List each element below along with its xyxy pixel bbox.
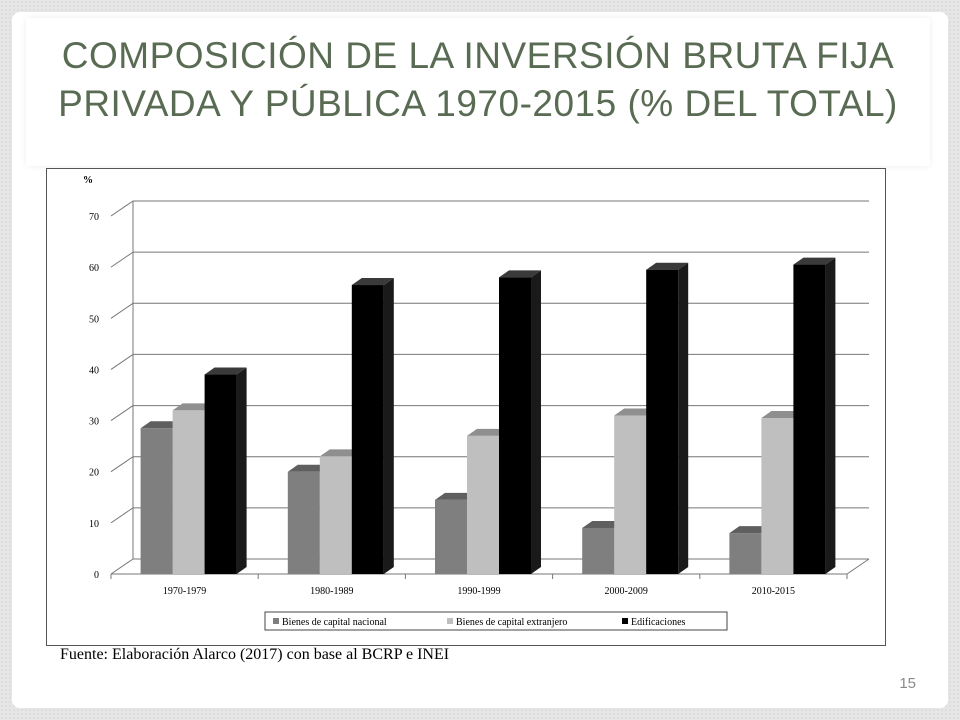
legend-label: Bienes de capital extranjero: [456, 617, 567, 628]
bar-top: [435, 492, 477, 500]
legend-label: Edificaciones: [631, 617, 686, 628]
gridline-depth: [110, 200, 134, 217]
bar: [467, 435, 499, 574]
bar: [319, 456, 352, 574]
legend-swatch: [622, 618, 628, 624]
gridline-depth: [110, 405, 134, 421]
bar-top: [499, 270, 541, 278]
gridline-depth: [110, 507, 134, 524]
x-tick-label: 2000-2009: [605, 586, 648, 597]
gridline-depth: [110, 251, 134, 268]
bar: [646, 269, 679, 574]
y-axis-label: %: [83, 175, 93, 186]
bar: [614, 415, 647, 574]
y-tick-label: 10: [89, 519, 99, 530]
bar: [140, 428, 173, 574]
chart-container: 0 10 20 30 40 50 60 70% 1970-1979 1980-1989 1990-1…: [46, 168, 886, 646]
gridline-depth: [110, 354, 134, 370]
bar-top: [614, 408, 657, 416]
bar: [729, 533, 762, 574]
bar-side: [531, 270, 541, 574]
bar-side: [825, 257, 836, 574]
title-band: COMPOSICIÓN DE LA INVERSIÓN BRUTA FIJA P…: [26, 18, 930, 166]
x-tick-label: 1970-1979: [163, 586, 206, 597]
bar: [761, 418, 794, 574]
bar: [204, 374, 237, 574]
y-tick-label: 60: [89, 263, 99, 274]
bar-top: [351, 278, 394, 286]
source-note: Fuente: Elaboración Alarco (2017) con ba…: [60, 646, 450, 663]
gridline-depth: [110, 456, 134, 473]
bar: [793, 264, 826, 574]
bar-top: [729, 526, 772, 534]
x-tick-label: 1990-1999: [457, 586, 500, 597]
bar-side: [383, 278, 394, 574]
bar: [287, 471, 320, 574]
x-tick-label: 2010-2015: [752, 586, 795, 597]
bar-top: [319, 449, 362, 457]
y-tick-label: 50: [89, 314, 99, 325]
bar-top: [646, 262, 689, 270]
floor-right-edge: [846, 558, 870, 575]
bar-top: [761, 411, 804, 419]
y-tick-label: 40: [89, 365, 99, 376]
bar-top: [140, 421, 183, 429]
bar-side: [236, 367, 247, 574]
legend-label: Bienes de capital nacional: [282, 617, 387, 628]
y-tick-label: 20: [89, 468, 99, 479]
bar: [351, 285, 384, 574]
bar: [172, 410, 205, 574]
legend-swatch: [447, 618, 453, 624]
page-number: 15: [899, 675, 916, 692]
bar: [435, 499, 467, 574]
legend-box: [264, 611, 728, 631]
gridline-depth: [110, 558, 134, 575]
gridline-depth: [110, 302, 134, 319]
x-tick-label: 1980-1989: [310, 586, 353, 597]
bar-top: [204, 367, 247, 375]
bar: [582, 527, 615, 574]
bar: [499, 277, 531, 574]
y-tick-label: 30: [89, 417, 99, 428]
y-tick-label: 70: [89, 212, 99, 223]
bar-top: [287, 464, 330, 472]
bar-side: [678, 262, 689, 574]
bar-top: [793, 257, 836, 265]
bar-top: [467, 428, 509, 436]
bar-top: [582, 520, 625, 528]
y-tick-label: 0: [94, 570, 99, 581]
column-chart: 0 10 20 30 40 50 60 70% 1970-1979 1980-1989 1990-1…: [83, 175, 870, 631]
legend-swatch: [273, 618, 279, 624]
slide-title: COMPOSICIÓN DE LA INVERSIÓN BRUTA FIJA P…: [58, 35, 898, 124]
bar-top: [172, 403, 215, 411]
